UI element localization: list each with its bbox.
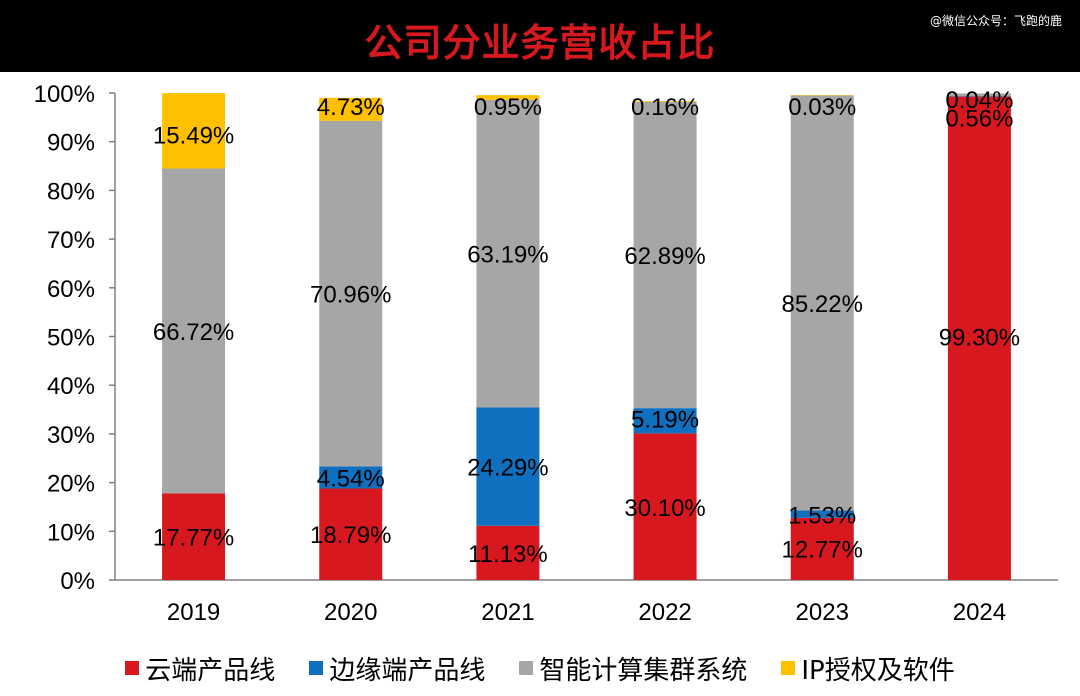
legend-item: 边缘端产品线 bbox=[309, 650, 485, 687]
legend-label: IP授权及软件 bbox=[801, 655, 955, 686]
data-label: 0.56% bbox=[945, 105, 1013, 132]
data-label: 99.30% bbox=[939, 325, 1020, 352]
bar-segment bbox=[319, 488, 383, 580]
data-label: 0.04% bbox=[945, 87, 1013, 114]
data-label: 70.96% bbox=[310, 282, 391, 309]
bar-segment bbox=[476, 99, 540, 408]
stacked-bar-chart: 0% 10% 20% 30% 40% 50% 60% 70% 80% 90% 100% 2019 202… bbox=[34, 81, 1058, 626]
bar-segment bbox=[162, 93, 226, 169]
bar-segment bbox=[319, 466, 383, 489]
bar-segment bbox=[633, 101, 697, 409]
data-label: 4.73% bbox=[317, 94, 385, 121]
bar-segment bbox=[633, 101, 697, 102]
bar-segment bbox=[319, 97, 383, 121]
legend-item: IP授权及软件 bbox=[781, 650, 955, 687]
bar-segment bbox=[947, 96, 1011, 97]
data-label: 0.16% bbox=[631, 94, 699, 121]
x-tick-label: 2022 bbox=[638, 599, 691, 626]
bar-segment bbox=[790, 510, 854, 518]
x-tick-label: 2020 bbox=[324, 599, 377, 626]
chart-title: 公司分业务营收占比 bbox=[364, 21, 716, 65]
data-label: 1.53% bbox=[788, 502, 856, 529]
y-tick-label: 40% bbox=[47, 373, 95, 400]
legend-item: 云端产品线 bbox=[125, 650, 275, 687]
data-label: 62.89% bbox=[624, 243, 705, 270]
watermark: @微信公众号：飞跑的鹿 bbox=[929, 14, 1062, 28]
y-tick-label: 30% bbox=[47, 422, 95, 449]
bar-segment bbox=[162, 168, 226, 494]
bar-segment bbox=[790, 517, 854, 580]
data-label: 66.72% bbox=[153, 319, 234, 346]
bar-segment bbox=[790, 95, 854, 96]
y-tick-label: 100% bbox=[34, 81, 95, 108]
legend-swatch bbox=[519, 661, 534, 675]
y-tick-label: 60% bbox=[47, 276, 95, 303]
data-label: 4.54% bbox=[317, 466, 385, 493]
y-tick-label: 10% bbox=[47, 519, 95, 546]
data-label: 0.95% bbox=[474, 94, 542, 121]
y-tick-label: 90% bbox=[47, 130, 95, 157]
data-label: 12.77% bbox=[782, 536, 863, 563]
bar-segment bbox=[476, 407, 540, 526]
bar-segment bbox=[162, 493, 226, 580]
title-bar: 公司分业务营收占比 @微信公众号：飞跑的鹿 bbox=[0, 0, 1080, 72]
x-tick-label: 2019 bbox=[167, 599, 220, 626]
y-tick-label: 70% bbox=[47, 227, 95, 254]
legend-swatch bbox=[125, 661, 140, 675]
x-tick-label: 2021 bbox=[481, 599, 534, 626]
bar-segment bbox=[633, 433, 697, 580]
data-label: 85.22% bbox=[782, 291, 863, 318]
data-label: 18.79% bbox=[310, 522, 391, 549]
legend-label: 边缘端产品线 bbox=[329, 655, 486, 686]
y-tick-label: 20% bbox=[47, 471, 95, 498]
legend-label: 云端产品线 bbox=[145, 655, 276, 686]
legend: 云端产品线 边缘端产品线 智能计算集群系统 IP授权及软件 bbox=[0, 650, 1080, 686]
data-label: 30.10% bbox=[624, 495, 705, 522]
data-label: 5.19% bbox=[631, 406, 699, 433]
x-tick-label: 2023 bbox=[796, 599, 849, 626]
data-label: 0.03% bbox=[788, 94, 856, 121]
bar-segment bbox=[947, 93, 1011, 97]
legend-item: 智能计算集群系统 bbox=[519, 650, 747, 687]
y-tick-label: 50% bbox=[47, 325, 95, 352]
bar-segment bbox=[476, 525, 540, 580]
bar-segment bbox=[633, 408, 697, 434]
legend-label: 智能计算集群系统 bbox=[539, 655, 748, 686]
x-tick-label: 2024 bbox=[953, 599, 1006, 626]
data-label: 11.13% bbox=[468, 541, 548, 568]
bar-segment bbox=[476, 95, 540, 100]
data-label: 17.77% bbox=[153, 525, 234, 552]
legend-swatch bbox=[781, 661, 796, 675]
y-tick-label: 80% bbox=[47, 178, 95, 205]
data-label: 24.29% bbox=[467, 455, 548, 482]
bar-segment bbox=[947, 96, 1011, 580]
y-tick-label: 0% bbox=[60, 568, 95, 595]
data-label: 63.19% bbox=[467, 242, 548, 269]
bar-segment bbox=[790, 95, 854, 511]
data-label: 15.49% bbox=[153, 122, 234, 149]
legend-swatch bbox=[309, 661, 324, 675]
bar-segment bbox=[319, 120, 383, 467]
